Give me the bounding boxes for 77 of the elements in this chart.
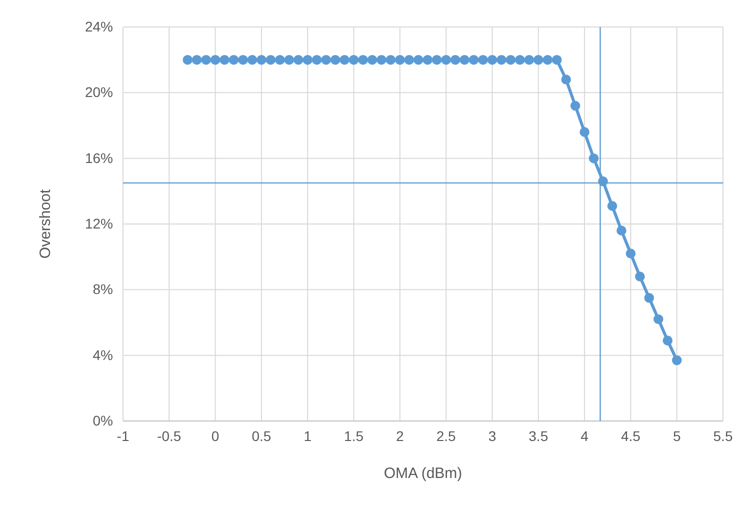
x-tick-label: 3 xyxy=(488,428,496,444)
x-tick-label: 1 xyxy=(304,428,312,444)
point xyxy=(256,54,266,65)
point xyxy=(330,54,340,65)
y-tick-label: 20% xyxy=(84,84,113,100)
point xyxy=(358,54,368,65)
point xyxy=(607,201,618,211)
point xyxy=(247,54,258,65)
point xyxy=(432,54,442,65)
point xyxy=(386,54,396,65)
x-tick-label: 3.5 xyxy=(528,428,548,444)
x-tick-label: -1 xyxy=(116,428,130,444)
point xyxy=(561,74,571,84)
x-tick-label: -0.5 xyxy=(157,428,182,444)
point xyxy=(312,54,322,65)
point xyxy=(238,54,248,65)
point xyxy=(182,54,192,65)
point xyxy=(468,54,479,65)
point xyxy=(414,54,424,65)
point xyxy=(478,54,488,65)
point xyxy=(570,100,580,111)
point xyxy=(635,272,645,282)
point xyxy=(294,54,304,65)
point xyxy=(340,54,350,65)
y-tick-label: 0% xyxy=(92,412,113,428)
point xyxy=(515,54,525,65)
point xyxy=(395,54,405,65)
y-axis-title: Overshoot xyxy=(37,188,54,259)
point xyxy=(644,293,654,303)
point xyxy=(422,54,432,65)
y-tick-label: 8% xyxy=(92,281,113,298)
point xyxy=(580,127,590,137)
x-tick-label: 4 xyxy=(580,428,589,444)
point xyxy=(302,54,312,65)
point xyxy=(266,54,276,65)
y-tick-label: 4% xyxy=(92,346,113,363)
point xyxy=(220,54,230,65)
point xyxy=(210,54,220,65)
y-tick-label: 24% xyxy=(84,18,113,34)
x-tick-label: 0 xyxy=(211,428,220,444)
x-tick-label: 2 xyxy=(396,428,404,444)
point xyxy=(228,54,239,65)
point xyxy=(552,54,562,65)
point xyxy=(192,54,202,65)
y-tick-label: 12% xyxy=(84,215,113,232)
point xyxy=(672,355,682,366)
point xyxy=(367,54,378,65)
x-tick-label: 4.5 xyxy=(620,428,641,444)
point xyxy=(524,54,534,65)
point xyxy=(450,54,460,65)
point xyxy=(376,54,386,65)
point xyxy=(598,176,608,186)
x-tick-label: 0.5 xyxy=(252,428,272,444)
point xyxy=(275,54,285,65)
point xyxy=(201,54,211,65)
point xyxy=(542,54,552,65)
point xyxy=(534,54,544,65)
x-axis-title: OMA (dBm) xyxy=(384,465,462,482)
point xyxy=(626,248,636,258)
x-tick-label: 2.5 xyxy=(436,428,456,444)
point xyxy=(404,54,414,65)
point xyxy=(487,54,498,65)
point xyxy=(662,336,672,346)
x-tick-label: 5.5 xyxy=(713,428,733,444)
point xyxy=(284,54,294,65)
point xyxy=(496,54,506,65)
point xyxy=(654,314,664,324)
y-tick-label: 16% xyxy=(84,150,113,166)
point xyxy=(321,54,331,65)
point xyxy=(348,54,359,65)
point xyxy=(506,54,516,65)
point xyxy=(460,54,470,65)
point xyxy=(616,226,626,236)
point xyxy=(588,153,599,164)
point xyxy=(441,54,451,65)
x-tick-label: 5 xyxy=(672,428,681,444)
x-tick-label: 1.5 xyxy=(344,428,364,444)
